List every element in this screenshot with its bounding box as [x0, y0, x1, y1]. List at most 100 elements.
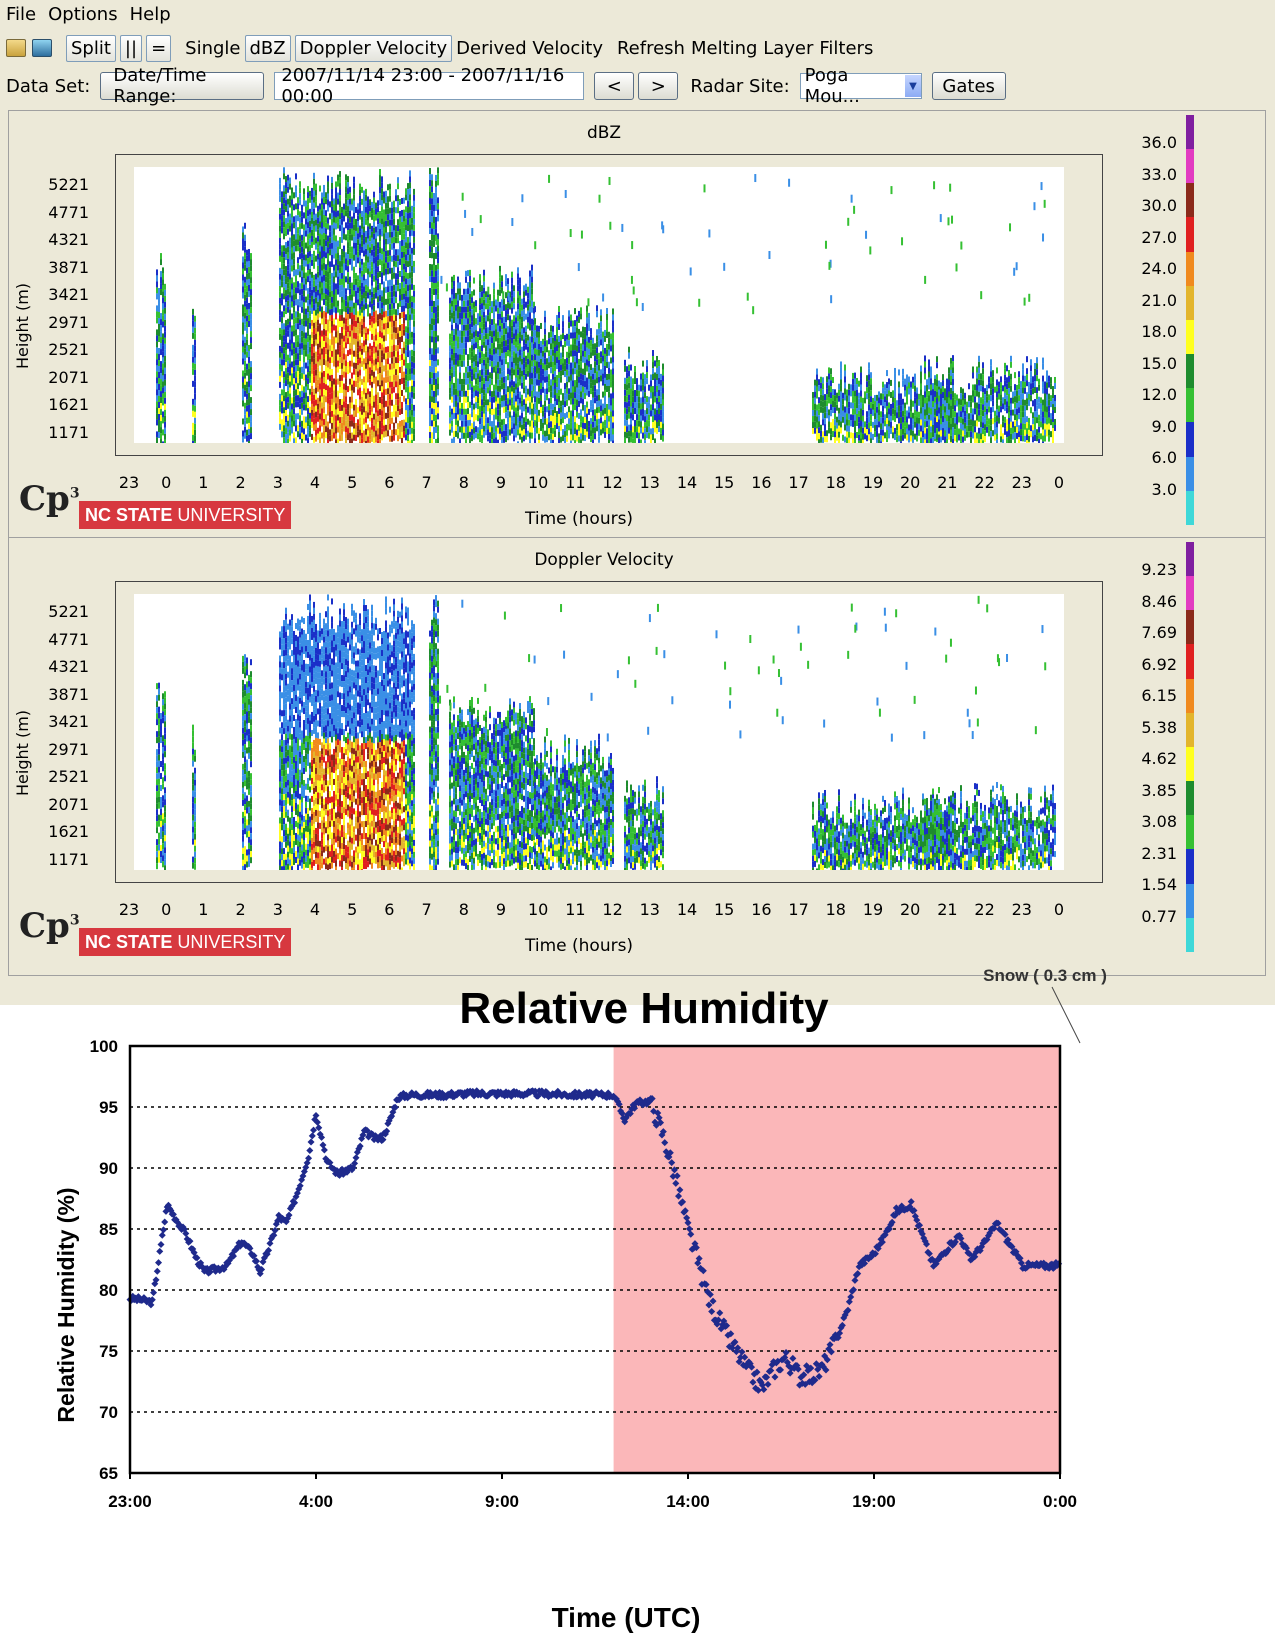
echo-cell	[341, 302, 343, 309]
echo-cell	[355, 254, 357, 261]
derived-velocity-button[interactable]: Derived Velocity	[456, 37, 603, 59]
split-button[interactable]: Split	[66, 34, 116, 62]
echo-cell	[383, 245, 385, 252]
echo-cell	[525, 337, 527, 344]
echo-cell	[630, 388, 632, 395]
vertical-split-button[interactable]: ||	[119, 34, 143, 62]
echo-cell	[572, 344, 574, 351]
echo-cell	[355, 206, 357, 213]
echo-cell	[407, 249, 409, 256]
echo-cell	[289, 315, 291, 322]
echo-cell	[329, 369, 331, 376]
echo-cell	[411, 229, 413, 236]
echo-cell	[337, 366, 339, 373]
echo-cell	[367, 394, 369, 401]
date-time-range-field[interactable]: 2007/11/14 23:00 - 2007/11/16 00:00	[274, 65, 585, 107]
echo-cell	[413, 200, 415, 207]
echo-cell	[405, 410, 407, 417]
echo-cell	[158, 324, 160, 331]
echo-cell	[295, 395, 297, 402]
melting-layer-button[interactable]: Melting Layer	[690, 37, 814, 59]
horizontal-split-button[interactable]: =	[146, 34, 172, 62]
echo-cell	[493, 438, 495, 443]
echo-cell	[385, 334, 387, 341]
echo-cell	[497, 391, 499, 398]
echo-cell	[331, 326, 333, 333]
echo-cell	[455, 340, 457, 347]
echo-cell	[381, 314, 383, 321]
echo-cell	[606, 331, 608, 338]
filters-button[interactable]: Filters	[819, 37, 874, 59]
echo-cell	[325, 432, 327, 439]
menu-help[interactable]: Help	[129, 3, 171, 25]
echo-cell	[192, 410, 194, 417]
refresh-button[interactable]: Refresh	[616, 37, 685, 59]
echo-cell	[435, 408, 437, 415]
echo-cell	[287, 330, 289, 337]
echo-cell	[473, 367, 475, 374]
chevron-down-icon[interactable]: ▼	[905, 75, 921, 97]
echo-cell	[381, 272, 383, 279]
date-time-range-button[interactable]: Date/Time Range:	[100, 65, 265, 107]
echo-cell	[379, 199, 381, 206]
echo-cell	[297, 323, 299, 330]
echo-cell	[548, 422, 550, 429]
echo-cell	[562, 369, 564, 376]
echo-cell	[313, 190, 315, 197]
echo-cell	[337, 270, 339, 277]
echo-cell	[433, 372, 435, 379]
echo-cell	[335, 331, 337, 338]
echo-cell	[485, 411, 487, 418]
echo-cell	[469, 305, 471, 312]
echo-cell	[371, 387, 373, 394]
echo-cell	[497, 343, 499, 350]
echo-cell	[311, 379, 313, 386]
echo-cell	[536, 325, 538, 332]
previous-button[interactable]: <	[594, 72, 635, 100]
echo-cell	[315, 315, 317, 322]
echo-cell	[281, 215, 283, 222]
echo-cell	[467, 396, 469, 403]
echo-cell	[311, 193, 313, 200]
gates-button[interactable]: Gates	[931, 72, 1006, 100]
echo-cell	[556, 375, 558, 382]
dbz-button[interactable]: dBZ	[244, 34, 291, 62]
echo-cell	[337, 330, 339, 337]
echo-cell	[606, 427, 608, 434]
dbz-plot-area[interactable]	[134, 167, 1064, 443]
echo-cell	[397, 207, 399, 214]
echo-cell	[507, 302, 509, 309]
menu-options[interactable]: Options	[48, 3, 118, 25]
echo-cell	[658, 378, 660, 385]
radar-site-select[interactable]: Poga Mou... ▼	[799, 65, 922, 107]
echo-cell	[459, 414, 461, 421]
echo-cell	[570, 320, 572, 327]
echo-cell	[283, 185, 285, 192]
single-button[interactable]: Single	[185, 37, 241, 59]
doppler-velocity-button[interactable]: Doppler Velocity	[294, 34, 453, 62]
echo-cell	[536, 343, 538, 350]
echo-cell	[345, 198, 347, 205]
echo-cell	[560, 424, 562, 431]
next-button[interactable]: >	[638, 72, 679, 100]
echo-cell	[610, 423, 612, 430]
echo-cell	[612, 422, 614, 429]
echo-cell	[287, 252, 289, 259]
echo-cell	[248, 434, 250, 441]
echo-cell	[244, 378, 246, 385]
echo-cell	[403, 329, 405, 336]
open-folder-icon[interactable]	[6, 39, 26, 57]
echo-cell	[301, 276, 303, 283]
echo-cell	[429, 366, 431, 373]
echo-cell	[503, 298, 505, 305]
echo-cell	[351, 204, 353, 211]
echo-cell	[391, 381, 393, 388]
echo-cell	[387, 208, 389, 215]
menu-file[interactable]: File	[6, 3, 37, 25]
echo-cell	[323, 436, 325, 443]
echo-cell	[387, 298, 389, 305]
echo-cell	[638, 438, 640, 443]
echo-cell	[321, 258, 323, 265]
book-icon[interactable]	[32, 39, 52, 57]
echo-cell	[525, 355, 527, 362]
